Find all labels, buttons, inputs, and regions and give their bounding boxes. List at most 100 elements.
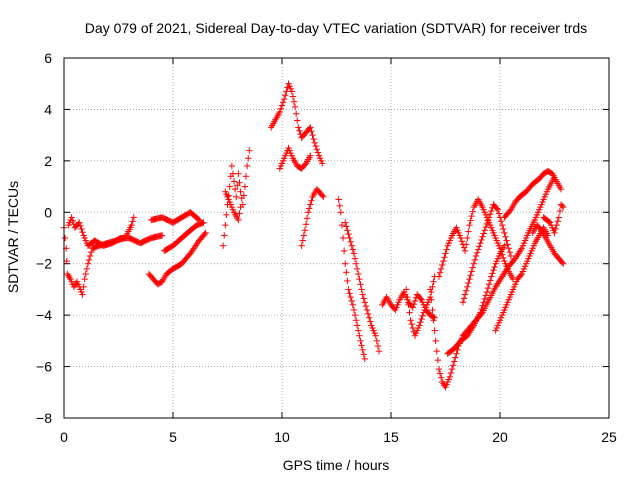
data-point	[344, 227, 351, 234]
data-point	[436, 269, 444, 276]
data-point	[436, 370, 444, 377]
data-point	[344, 277, 351, 285]
data-point	[488, 207, 495, 215]
data-point	[493, 205, 500, 212]
data-point	[403, 286, 410, 293]
data-point	[219, 242, 227, 249]
data-point	[223, 211, 230, 219]
data-point	[545, 218, 553, 225]
data-point	[473, 249, 481, 256]
data-point	[278, 102, 286, 109]
plot-frame	[63, 57, 610, 419]
data-point	[494, 206, 502, 213]
data-point	[230, 178, 238, 185]
data-point	[129, 218, 136, 225]
data-point	[477, 309, 484, 316]
data-point	[495, 210, 503, 217]
data-point	[295, 124, 302, 131]
data-point	[320, 193, 327, 201]
data-point	[553, 221, 560, 229]
data-point	[82, 270, 89, 278]
data-point	[292, 110, 300, 117]
data-point	[312, 142, 319, 150]
data-point	[437, 374, 445, 381]
data-point	[430, 278, 437, 285]
data-point	[482, 292, 490, 299]
data-point	[468, 268, 475, 275]
data-point	[405, 301, 412, 309]
data-point	[441, 254, 448, 261]
data-point	[361, 299, 369, 306]
data-point	[349, 246, 357, 253]
data-point	[362, 302, 370, 310]
data-point	[69, 217, 76, 225]
data-point	[537, 225, 544, 233]
data-point	[416, 322, 423, 329]
data-point	[361, 355, 369, 363]
data-point	[404, 293, 411, 301]
data-point	[429, 306, 436, 314]
data-point	[500, 225, 507, 233]
data-point	[240, 192, 248, 199]
data-point	[347, 293, 354, 301]
x-axis-label: GPS time / hours	[283, 457, 390, 473]
data-point	[191, 243, 198, 251]
data-point	[226, 183, 233, 190]
data-point	[472, 252, 480, 260]
data-point	[427, 286, 434, 293]
data-point	[506, 248, 514, 256]
data-point	[350, 250, 358, 257]
data-point	[343, 269, 350, 276]
data-point	[319, 192, 326, 199]
data-point	[364, 310, 372, 318]
data-point	[276, 108, 284, 116]
data-point	[504, 241, 511, 248]
data-point	[68, 214, 75, 221]
data-point	[467, 217, 474, 224]
data-point	[481, 295, 488, 303]
data-point	[301, 227, 309, 234]
data-point	[339, 234, 347, 242]
data-point	[308, 128, 315, 135]
data-point	[228, 162, 236, 170]
x-tick-label: 20	[492, 429, 508, 445]
data-point	[348, 297, 355, 305]
data-point	[77, 222, 84, 229]
data-point	[449, 362, 457, 369]
x-tick-label: 25	[601, 429, 617, 445]
data-point	[551, 229, 558, 237]
data-point	[296, 127, 303, 135]
data-point	[432, 337, 439, 345]
data-point	[409, 304, 416, 311]
data-point	[374, 342, 382, 350]
data-point	[460, 244, 468, 251]
data-point	[356, 275, 363, 283]
data-point	[277, 105, 285, 112]
data-point	[430, 317, 437, 324]
data-point	[359, 346, 366, 354]
grid-lines	[64, 58, 609, 418]
data-point	[475, 246, 482, 253]
data-point	[158, 232, 166, 239]
data-point	[128, 221, 135, 229]
data-point	[245, 155, 252, 162]
data-point	[290, 98, 298, 105]
data-point	[243, 162, 251, 170]
data-point	[407, 317, 414, 324]
data-point	[408, 320, 415, 328]
data-point	[348, 242, 355, 249]
data-point	[233, 193, 240, 201]
data-point	[298, 242, 305, 249]
data-point	[192, 242, 200, 249]
chart-title: Day 079 of 2021, Sidereal Day-to-day VTE…	[85, 20, 587, 36]
data-point	[283, 88, 290, 95]
data-point	[433, 347, 440, 355]
data-point	[86, 252, 94, 260]
data-point	[366, 314, 373, 321]
data-point	[428, 296, 435, 303]
data-point	[246, 147, 253, 154]
y-tick-label: 2	[44, 153, 52, 169]
data-point	[237, 188, 244, 195]
data-point	[431, 327, 438, 334]
